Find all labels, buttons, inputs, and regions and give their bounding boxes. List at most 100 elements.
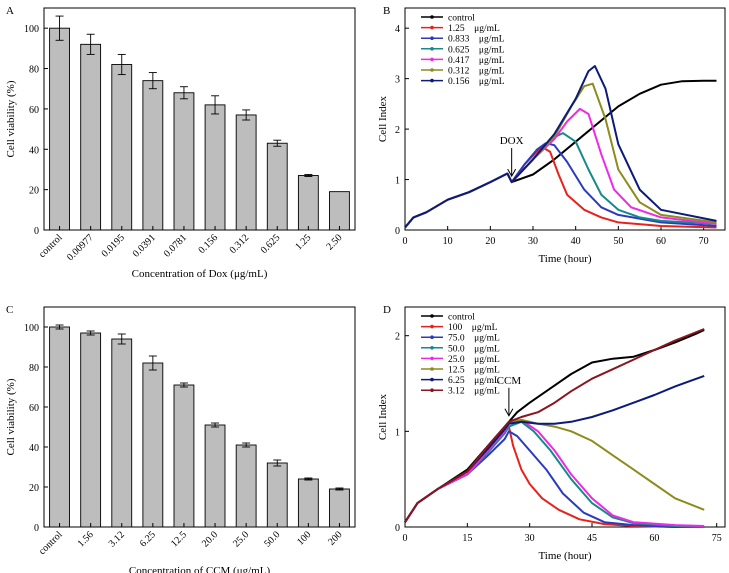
y-axis-label: Cell Index: [377, 393, 389, 440]
x-tick-label: 10: [443, 236, 453, 247]
y-tick-label: 2: [395, 125, 400, 136]
legend-marker: [430, 324, 434, 329]
legend-label: 100 μg/mL: [448, 323, 498, 333]
panel-label: B: [383, 5, 390, 17]
legend-marker: [430, 377, 434, 382]
bar: [235, 444, 257, 528]
x-axis-label: Concentration of CCM (μg/mL): [129, 565, 271, 573]
x-tick-label: 60: [656, 236, 666, 247]
legend-label: 0.312 μg/mL: [448, 67, 505, 77]
legend-label: 12.5 μg/mL: [448, 366, 500, 376]
bar: [49, 326, 70, 528]
plot-frame: [43, 7, 356, 231]
y-tick-label: 100: [24, 24, 39, 35]
legend-label: 0.833 μg/mL: [448, 35, 505, 45]
legend-marker: [430, 47, 434, 51]
y-tick-label: 60: [29, 403, 39, 414]
x-tick-label: 1.56: [76, 529, 96, 549]
annotation-label: DOX: [500, 135, 524, 147]
bar: [266, 142, 288, 231]
panel-label: A: [6, 5, 14, 17]
bar: [297, 478, 319, 528]
x-axis-label: Time (hour): [538, 253, 591, 265]
bar: [329, 191, 350, 231]
y-axis-label: Cell viability (%): [5, 378, 17, 455]
x-axis-label: Time (hour): [538, 550, 591, 562]
y-tick-label: 80: [29, 363, 39, 374]
x-tick-label: 12.5: [169, 529, 189, 549]
series-line: [404, 65, 717, 229]
bar: [80, 332, 102, 528]
panel-C: C 0 20 40 60 80 100 control 1.56 3.12 6.25 12.5 20.0…: [5, 304, 356, 573]
plot-frame: [43, 306, 356, 528]
legend-marker: [430, 388, 434, 393]
legend-label: 25.0 μg/mL: [448, 355, 500, 365]
legend-marker: [430, 335, 434, 340]
x-tick-label: 20.0: [200, 529, 220, 549]
series-line: [404, 425, 705, 528]
panel-label: C: [6, 304, 13, 316]
bar: [204, 424, 226, 528]
legend-marker: [430, 15, 434, 19]
x-tick-label: 1.25: [293, 232, 313, 252]
y-tick-label: 80: [29, 65, 39, 76]
legend-label: 50.0 μg/mL: [448, 344, 500, 354]
x-tick-label: 70: [699, 236, 709, 247]
annotation-arrow-head: [504, 408, 514, 417]
legend-label: 0.417 μg/mL: [448, 56, 505, 66]
legend-label: 75.0 μg/mL: [448, 334, 500, 344]
x-tick-label: 200: [326, 529, 344, 547]
x-tick-label: control: [37, 529, 65, 557]
bar: [329, 488, 350, 528]
panel-label: D: [383, 304, 391, 316]
x-tick-label: 40: [571, 236, 581, 247]
y-tick-label: 20: [29, 483, 39, 494]
x-tick-label: 0: [403, 236, 408, 247]
y-tick-label: 4: [395, 24, 400, 35]
legend-label: 3.12 μg/mL: [448, 387, 500, 397]
legend-marker: [430, 68, 434, 72]
x-tick-label: 0.00977: [65, 232, 96, 263]
x-tick-label: 25.0: [231, 529, 251, 549]
x-tick-label: control: [37, 232, 65, 260]
x-tick-label: 0: [403, 533, 408, 544]
bar: [111, 338, 133, 528]
series-line: [404, 328, 705, 523]
legend-marker: [430, 25, 434, 30]
x-tick-label: 45: [587, 533, 597, 544]
bar: [173, 92, 195, 231]
legend-label: 6.25 μg/mL: [448, 376, 500, 386]
y-tick-label: 60: [29, 105, 39, 116]
bar: [297, 175, 319, 231]
legend-marker: [430, 314, 434, 318]
series-line: [404, 418, 705, 527]
bar: [142, 362, 164, 528]
legend-marker: [430, 78, 434, 83]
plot-frame: [404, 7, 726, 231]
legend-label: control: [448, 313, 475, 323]
y-axis-label: Cell Index: [377, 95, 389, 142]
y-tick-label: 0: [395, 226, 400, 237]
bar: [80, 43, 102, 231]
bar: [173, 384, 195, 528]
x-tick-label: 0.0391: [131, 232, 158, 259]
y-tick-label: 20: [29, 186, 39, 197]
y-tick-label: 2: [395, 332, 400, 343]
x-tick-label: 6.25: [138, 529, 158, 549]
x-tick-label: 100: [295, 529, 313, 547]
x-tick-label: 75: [712, 533, 722, 544]
y-tick-label: 1: [395, 176, 400, 187]
x-tick-label: 0.312: [228, 232, 252, 256]
series-line: [404, 82, 717, 229]
y-tick-label: 0: [395, 523, 400, 534]
legend-marker: [430, 367, 434, 371]
y-tick-label: 100: [24, 323, 39, 334]
y-tick-label: 3: [395, 75, 400, 86]
bar: [142, 80, 164, 231]
y-tick-label: 40: [29, 145, 39, 156]
y-tick-label: 40: [29, 443, 39, 454]
legend-marker: [430, 36, 434, 40]
legend-label: 1.25 μg/mL: [448, 24, 500, 34]
